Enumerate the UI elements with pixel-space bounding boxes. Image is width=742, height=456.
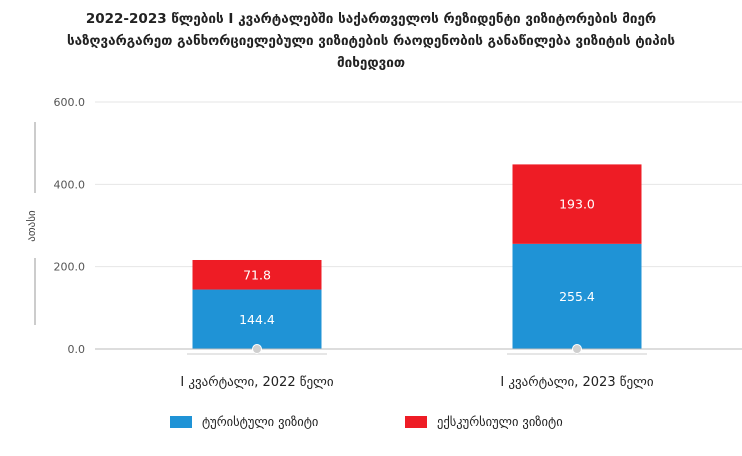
category-marker xyxy=(252,344,262,354)
bar-segment xyxy=(192,259,322,290)
y-tick-label: 400.0 xyxy=(54,178,86,191)
chart-title-line-3: მიხედვით xyxy=(336,55,406,71)
legend: ტურისტული ვიზიტი ექსკურსიული ვიზიტი xyxy=(0,414,742,434)
y-tick-label: 600.0 xyxy=(54,96,86,109)
x-category-label: I კვარტალი, 2022 წელი xyxy=(180,375,334,390)
legend-swatch-excursion xyxy=(405,415,427,428)
legend-label-excursion: ექსკურსიული ვიზიტი xyxy=(437,414,563,429)
y-axis-ticks: 0.0 200.0 400.0 600.0 xyxy=(54,96,86,356)
chart-title: 2022-2023 წლების I კვარტალებში საქართველ… xyxy=(0,8,742,74)
y-axis-label: ათასი xyxy=(25,210,38,242)
legend-swatch-tourist xyxy=(170,415,192,428)
bar-segment xyxy=(512,243,642,349)
y-tick-label: 0.0 xyxy=(68,343,86,356)
data-label: 193.0 xyxy=(559,197,595,212)
category-marker xyxy=(572,344,582,354)
chart-title-line-1: 2022-2023 წლების I კვარტალებში საქართველ… xyxy=(85,11,657,27)
data-label: 255.4 xyxy=(559,289,595,304)
legend-item-excursion: ექსკურსიული ვიზიტი xyxy=(405,414,563,429)
gridlines xyxy=(95,101,742,268)
y-axis-label-group: ათასი xyxy=(25,122,38,325)
data-label: 144.4 xyxy=(239,312,275,327)
category-labels: I კვარტალი, 2022 წელი I კვარტალი, 2023 წე… xyxy=(180,344,654,390)
bar-segment xyxy=(512,164,642,244)
data-label: 71.8 xyxy=(243,267,271,282)
bars: 144.4 71.8 255.4 193.0 xyxy=(192,164,642,349)
legend-label-tourist: ტურისტული ვიზიტი xyxy=(202,414,319,429)
chart-title-line-2: საზღვარგარეთ განხორციელებული ვიზიტების რ… xyxy=(66,33,676,49)
bar-segment xyxy=(192,289,322,349)
y-tick-label: 200.0 xyxy=(54,261,86,274)
legend-item-tourist: ტურისტული ვიზიტი xyxy=(170,414,318,429)
x-category-label: I კვარტალი, 2023 წელი xyxy=(500,375,654,390)
